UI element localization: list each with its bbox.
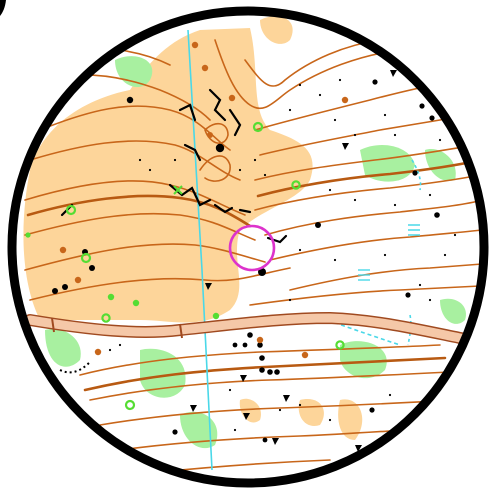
contour-lines	[24, 39, 483, 473]
open-land-areas	[23, 16, 363, 440]
map-frame	[7, 6, 489, 488]
control-circle[interactable]	[228, 224, 276, 272]
bushes	[25, 232, 220, 320]
distinctive-trees	[65, 121, 345, 411]
stony-ground	[108, 78, 457, 432]
corner-mark	[0, 0, 6, 16]
rock-features	[60, 88, 288, 244]
boulders	[52, 79, 440, 443]
footpath	[59, 361, 91, 374]
rock-pillars	[190, 70, 397, 452]
marsh-areas	[358, 224, 420, 281]
road	[24, 311, 476, 346]
green-x-markers	[173, 185, 183, 195]
knolls	[59, 41, 349, 359]
